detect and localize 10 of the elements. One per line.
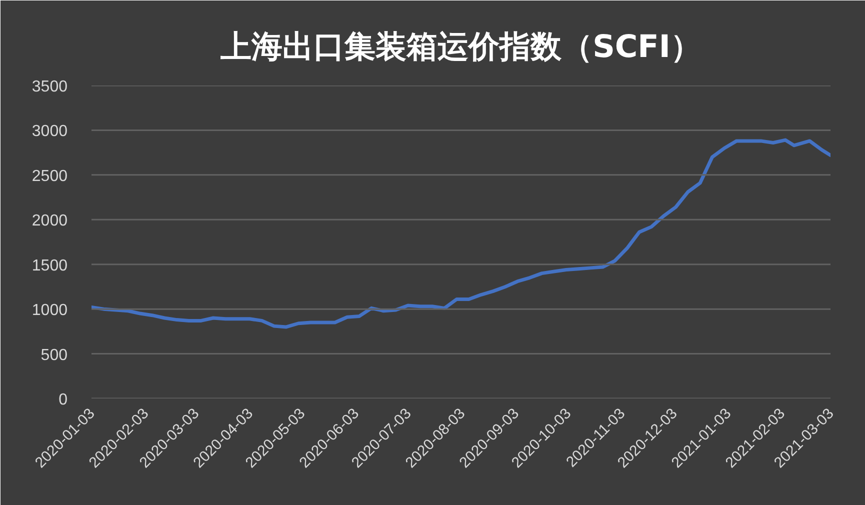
y-tick-label: 1000 [32, 302, 68, 320]
y-tick-label: 0 [58, 392, 68, 408]
y-tick-label: 3500 [32, 78, 68, 96]
y-tick-label: 500 [40, 346, 68, 364]
line-series [92, 138, 830, 329]
y-tick-label: 2000 [32, 212, 68, 230]
y-tick-label: 3000 [32, 123, 68, 140]
y-tick-label: 1500 [32, 257, 68, 274]
chart-title: 上海出口集装箱运价指数（SCFI） [220, 29, 702, 65]
y-tick-label: 2500 [32, 168, 68, 185]
